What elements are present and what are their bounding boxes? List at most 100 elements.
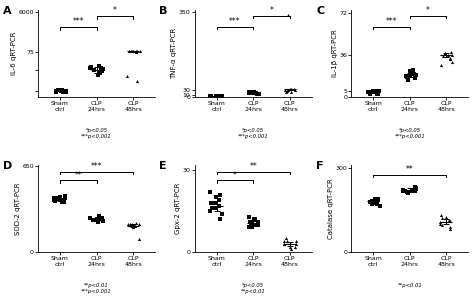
Point (213, 94, 220, 99)
Point (409, 188, 417, 192)
Point (411, 76, 419, 81)
Text: **: ** (249, 162, 257, 171)
Text: B: B (159, 6, 168, 16)
Point (446, 217, 453, 222)
Point (366, 200, 374, 205)
Point (410, 71, 418, 76)
Text: *: * (270, 6, 273, 15)
Text: C: C (316, 6, 324, 16)
Point (283, 88, 291, 93)
Point (291, 244, 298, 249)
Text: **: ** (406, 165, 414, 174)
Point (406, 74, 414, 79)
Point (371, 196, 378, 201)
Text: *: * (233, 171, 237, 180)
Point (50, 198, 58, 203)
Text: ***: *** (229, 17, 241, 26)
Point (54, 87, 61, 92)
Point (411, 189, 419, 194)
Point (249, 90, 256, 95)
Text: E: E (159, 161, 167, 171)
Point (412, 185, 420, 190)
Point (130, 224, 137, 229)
Point (208, 94, 215, 99)
Point (376, 203, 383, 208)
Point (218, 94, 226, 99)
Point (445, 53, 452, 58)
Y-axis label: IL-6 qRT-PCR: IL-6 qRT-PCR (11, 32, 17, 75)
Point (370, 90, 378, 95)
Point (124, 221, 131, 226)
Point (286, 244, 293, 249)
Point (61, 199, 68, 204)
Point (245, 225, 253, 230)
Point (86, 66, 94, 71)
Point (207, 93, 214, 98)
Point (248, 225, 256, 230)
Point (59, 88, 67, 93)
Point (94, 219, 101, 224)
Point (213, 94, 221, 99)
Point (438, 62, 445, 67)
Point (62, 88, 69, 93)
Point (136, 49, 144, 53)
Point (247, 220, 255, 224)
Point (252, 91, 260, 96)
Point (284, 87, 292, 92)
Point (212, 206, 220, 211)
Point (93, 217, 100, 222)
Point (255, 91, 263, 96)
Point (292, 241, 300, 246)
Point (59, 200, 66, 205)
Point (282, 87, 289, 92)
Point (249, 89, 256, 94)
Point (368, 198, 376, 203)
Point (407, 70, 414, 75)
Point (245, 91, 253, 95)
Point (247, 222, 255, 227)
Point (130, 222, 138, 227)
Point (402, 74, 410, 79)
Point (92, 217, 100, 222)
Point (374, 91, 382, 96)
Point (88, 64, 95, 69)
Point (52, 88, 60, 93)
Point (288, 87, 295, 92)
Y-axis label: TNF-α qRT-PCR: TNF-α qRT-PCR (171, 28, 177, 79)
Point (292, 239, 300, 243)
Point (369, 90, 377, 95)
Point (132, 49, 139, 53)
Point (246, 91, 254, 96)
Point (447, 49, 455, 54)
Point (213, 93, 220, 98)
Point (98, 215, 106, 220)
Point (97, 65, 104, 70)
Point (400, 187, 407, 192)
Point (216, 192, 223, 197)
Point (216, 198, 223, 203)
Point (246, 220, 254, 224)
Point (411, 185, 419, 190)
Point (412, 186, 419, 191)
Point (369, 89, 377, 94)
Point (135, 236, 143, 241)
Point (96, 64, 103, 69)
Point (99, 219, 107, 223)
Point (207, 94, 214, 99)
Point (446, 55, 454, 60)
Point (437, 220, 444, 225)
Point (128, 222, 136, 227)
Point (447, 227, 454, 232)
Point (368, 202, 376, 207)
Point (287, 90, 294, 95)
Y-axis label: IL-1β qRT-PCR: IL-1β qRT-PCR (332, 29, 337, 77)
Point (131, 224, 138, 229)
Point (52, 199, 59, 204)
Point (208, 200, 215, 205)
Text: ***: *** (386, 17, 397, 26)
Point (291, 87, 298, 91)
Y-axis label: SOD-2 qRT-PCR: SOD-2 qRT-PCR (15, 182, 21, 235)
Point (448, 53, 456, 58)
Point (404, 77, 412, 82)
Point (280, 239, 288, 243)
